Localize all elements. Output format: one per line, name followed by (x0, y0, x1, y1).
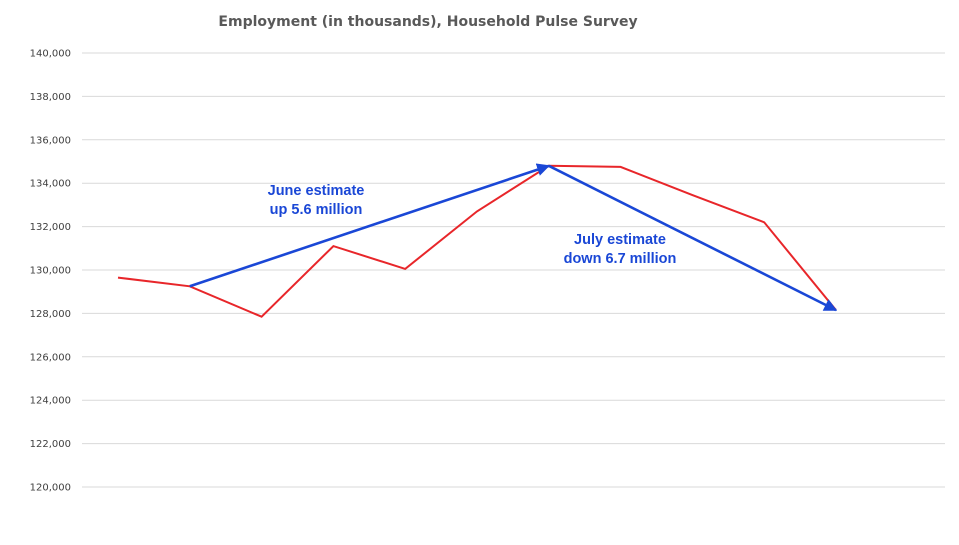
y-tick-label: 138,000 (30, 92, 71, 103)
annotation-arrow-0 (189, 163, 551, 288)
y-tick-label: 130,000 (30, 266, 71, 277)
y-tick-label: 122,000 (30, 439, 71, 450)
annotation-label-1-line-1: down 6.7 million (564, 251, 677, 267)
y-tick-label: 134,000 (30, 179, 71, 190)
annotation-label-0-line-1: up 5.6 million (270, 202, 363, 218)
gridlines (82, 52, 945, 488)
chart-title: Employment (in thousands), Household Pul… (218, 14, 637, 30)
series-layer (117, 164, 837, 318)
annotations-layer: June estimate up 5.6 million July estimate… (189, 163, 838, 312)
series-line-0 (117, 164, 837, 318)
y-tick-label: 140,000 (30, 49, 71, 60)
annotation-arrow-1 (548, 164, 838, 312)
y-axis-tick-labels: 120,000 122,000 124,000 126,000 128,000 130,0… (30, 49, 71, 494)
annotation-label-1-line-0: July estimate (574, 232, 666, 248)
y-tick-label: 132,000 (30, 222, 71, 233)
y-tick-label: 124,000 (30, 396, 71, 407)
y-tick-label: 126,000 (30, 352, 71, 363)
annotation-label-0-line-0: June estimate (268, 183, 365, 199)
y-tick-label: 120,000 (30, 483, 71, 494)
y-tick-label: 136,000 (30, 135, 71, 146)
y-tick-label: 128,000 (30, 309, 71, 320)
